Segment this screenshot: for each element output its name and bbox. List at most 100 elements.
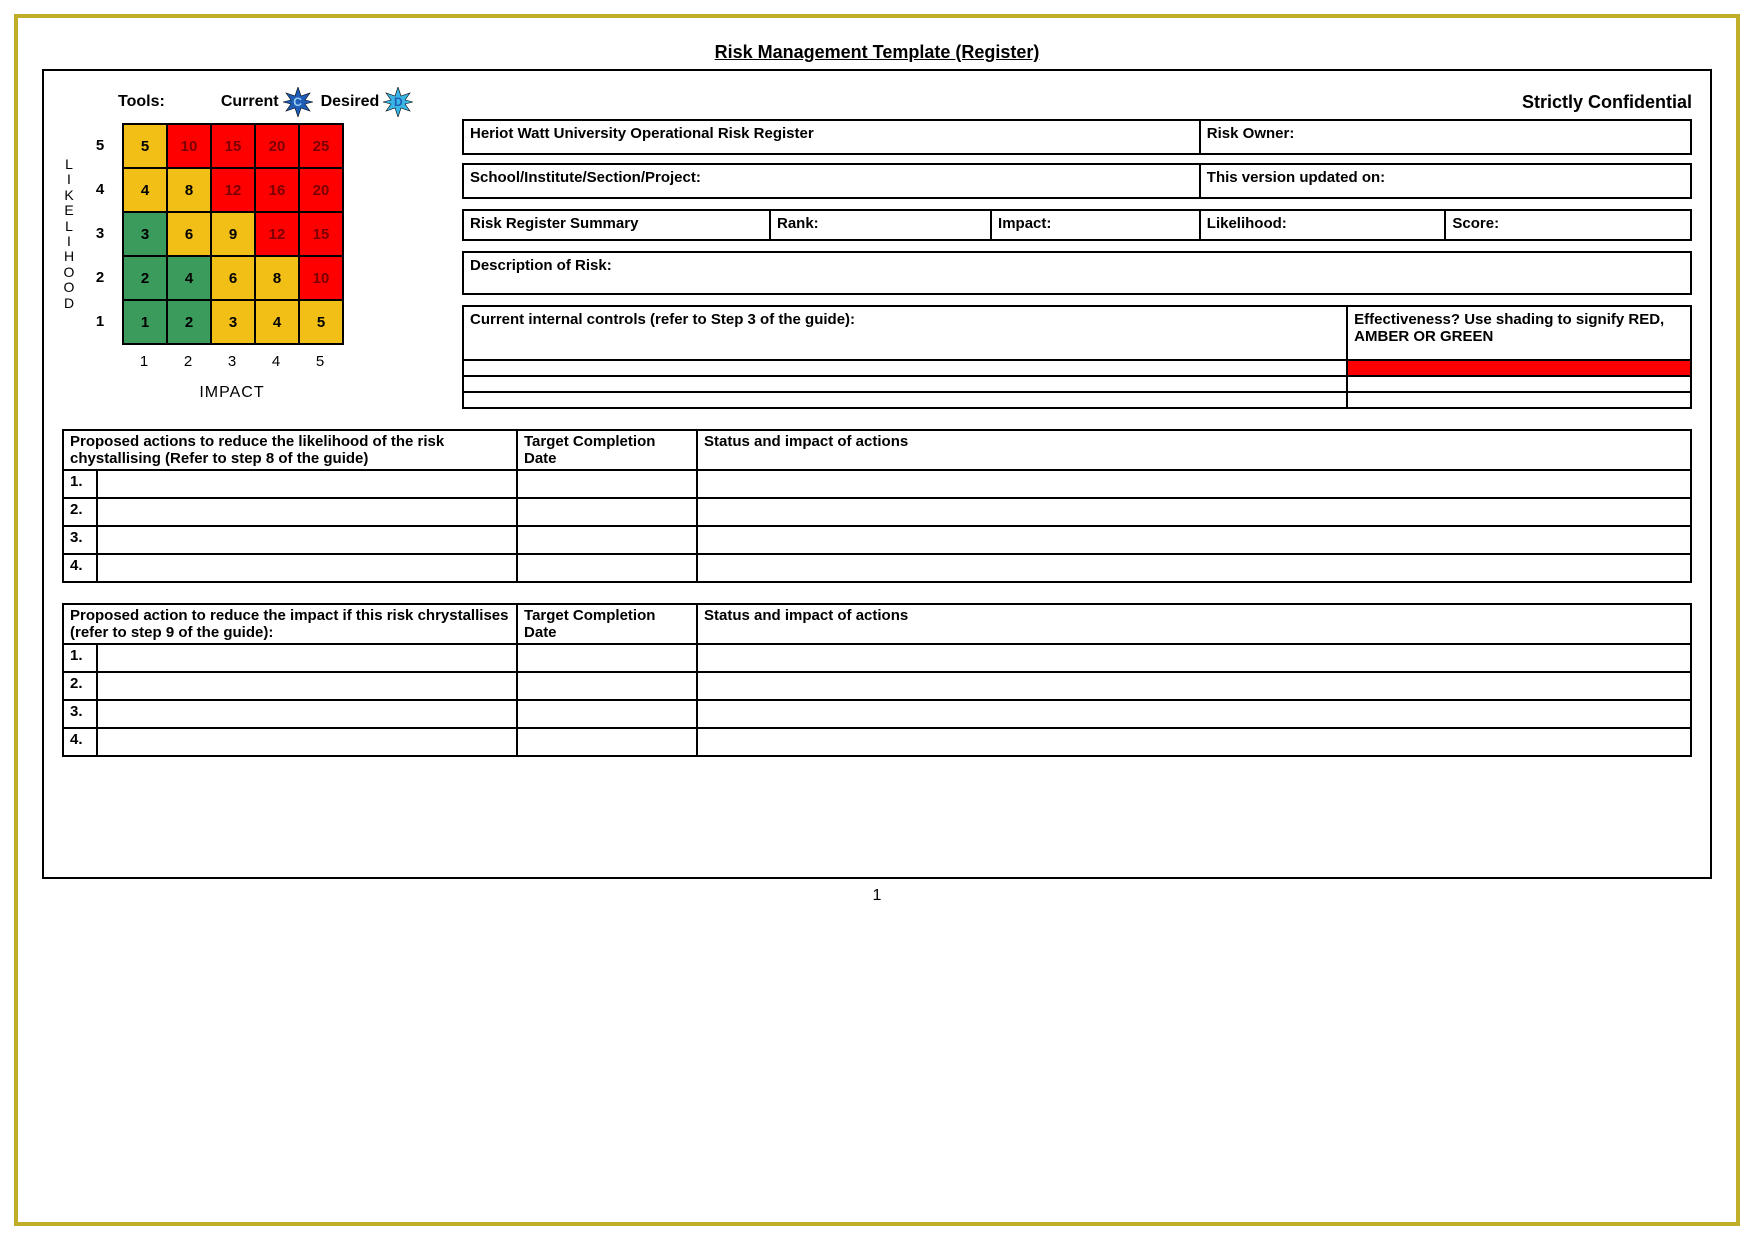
form-zone: Strictly Confidential Heriot Watt Univer… — [462, 85, 1692, 409]
x-tick: 5 — [298, 353, 342, 370]
description-cell: Description of Risk: — [463, 252, 1691, 294]
page-number: 1 — [44, 887, 1710, 905]
x-tick: 3 — [210, 353, 254, 370]
matrix-cell: 3 — [123, 212, 167, 256]
y-tick: 3 — [78, 211, 122, 255]
matrix-cell: 15 — [299, 212, 343, 256]
matrix-cell: 10 — [167, 124, 211, 168]
x-axis-label: IMPACT — [122, 384, 342, 402]
risk-owner-cell: Risk Owner: — [1200, 120, 1691, 154]
actions-impact-col2: Target Completion Date — [517, 604, 697, 644]
action-row-text — [97, 728, 517, 756]
matrix-cell: 5 — [299, 300, 343, 344]
current-label: Current — [221, 93, 279, 111]
matrix-cell: 5 — [123, 124, 167, 168]
controls-label-cell: Current internal controls (refer to Step… — [463, 306, 1347, 360]
actions-likelihood-col1: Proposed actions to reduce the likelihoo… — [63, 430, 517, 470]
y-tick: 1 — [78, 299, 122, 343]
star-desired-icon: D — [383, 87, 413, 117]
risk-matrix-zone: Tools: Current C Desired D LIKE — [62, 85, 462, 409]
controls-row-1 — [463, 360, 1347, 376]
star-current-icon: C — [283, 87, 313, 117]
action-row-text — [97, 526, 517, 554]
actions-likelihood-table: Proposed actions to reduce the likelihoo… — [62, 429, 1692, 583]
matrix-cell: 2 — [167, 300, 211, 344]
matrix-cell: 8 — [255, 256, 299, 300]
matrix-cell: 15 — [211, 124, 255, 168]
desired-label: Desired — [321, 93, 380, 111]
star-desired-letter: D — [383, 87, 413, 117]
action-row-num: 4. — [63, 728, 97, 756]
effectiveness-row-3 — [1347, 392, 1691, 408]
x-tick: 1 — [122, 353, 166, 370]
confidential-label: Strictly Confidential — [462, 85, 1692, 119]
summary-label-cell: Risk Register Summary — [463, 210, 770, 240]
actions-impact-table: Proposed action to reduce the impact if … — [62, 603, 1692, 757]
action-row-status — [697, 672, 1691, 700]
matrix-cell: 8 — [167, 168, 211, 212]
x-axis-ticks: 12345 — [122, 353, 462, 370]
action-row-status — [697, 554, 1691, 582]
action-row-text — [97, 644, 517, 672]
controls-table: Current internal controls (refer to Step… — [462, 305, 1692, 409]
action-row-date — [517, 554, 697, 582]
actions-likelihood-col2: Target Completion Date — [517, 430, 697, 470]
matrix-cell: 1 — [123, 300, 167, 344]
action-row-status — [697, 644, 1691, 672]
matrix-cell: 4 — [123, 168, 167, 212]
action-row-date — [517, 526, 697, 554]
school-cell: School/Institute/Section/Project: — [463, 164, 1200, 198]
risk-matrix-grid: 51015202548121620369121524681012345 — [122, 123, 344, 345]
action-row-date — [517, 728, 697, 756]
page-title: Risk Management Template (Register) — [42, 42, 1712, 63]
tools-label: Tools: — [118, 93, 165, 111]
y-axis-ticks: 54321 — [78, 123, 122, 345]
action-row-status — [697, 728, 1691, 756]
action-row-date — [517, 470, 697, 498]
action-row-num: 3. — [63, 526, 97, 554]
action-row-date — [517, 498, 697, 526]
action-row-num: 1. — [63, 644, 97, 672]
content-frame: Tools: Current C Desired D LIKE — [42, 69, 1712, 879]
summary-table: Risk Register Summary Rank: Impact: Like… — [462, 209, 1692, 241]
y-axis-label: LIKELIHOOD — [62, 123, 78, 345]
effectiveness-row-2 — [1347, 376, 1691, 392]
action-row-date — [517, 672, 697, 700]
action-row-num: 2. — [63, 672, 97, 700]
matrix-cell: 12 — [211, 168, 255, 212]
action-row-text — [97, 672, 517, 700]
matrix-cell: 20 — [255, 124, 299, 168]
matrix-cell: 25 — [299, 124, 343, 168]
action-row-num: 2. — [63, 498, 97, 526]
score-cell: Score: — [1445, 210, 1691, 240]
action-row-num: 3. — [63, 700, 97, 728]
action-row-num: 1. — [63, 470, 97, 498]
action-row-num: 4. — [63, 554, 97, 582]
action-row-date — [517, 700, 697, 728]
action-row-date — [517, 644, 697, 672]
register-title-cell: Heriot Watt University Operational Risk … — [463, 120, 1200, 154]
page: Risk Management Template (Register) Tool… — [42, 42, 1712, 1198]
y-tick: 5 — [78, 123, 122, 167]
action-row-status — [697, 526, 1691, 554]
rank-cell: Rank: — [770, 210, 991, 240]
action-row-text — [97, 700, 517, 728]
star-current-letter: C — [283, 87, 313, 117]
controls-row-2 — [463, 376, 1347, 392]
matrix-cell: 4 — [255, 300, 299, 344]
matrix-cell: 20 — [299, 168, 343, 212]
actions-impact-col1: Proposed action to reduce the impact if … — [63, 604, 517, 644]
version-updated-cell: This version updated on: — [1200, 164, 1691, 198]
header-table: Heriot Watt University Operational Risk … — [462, 119, 1692, 199]
matrix-cell: 6 — [211, 256, 255, 300]
y-tick: 2 — [78, 255, 122, 299]
outer-frame: Risk Management Template (Register) Tool… — [14, 14, 1740, 1226]
matrix-cell: 10 — [299, 256, 343, 300]
effectiveness-shade-cell — [1347, 360, 1691, 376]
y-tick: 4 — [78, 167, 122, 211]
matrix-cell: 6 — [167, 212, 211, 256]
controls-row-3 — [463, 392, 1347, 408]
tools-row: Tools: Current C Desired D — [62, 85, 462, 119]
impact-cell: Impact: — [991, 210, 1200, 240]
action-row-status — [697, 700, 1691, 728]
